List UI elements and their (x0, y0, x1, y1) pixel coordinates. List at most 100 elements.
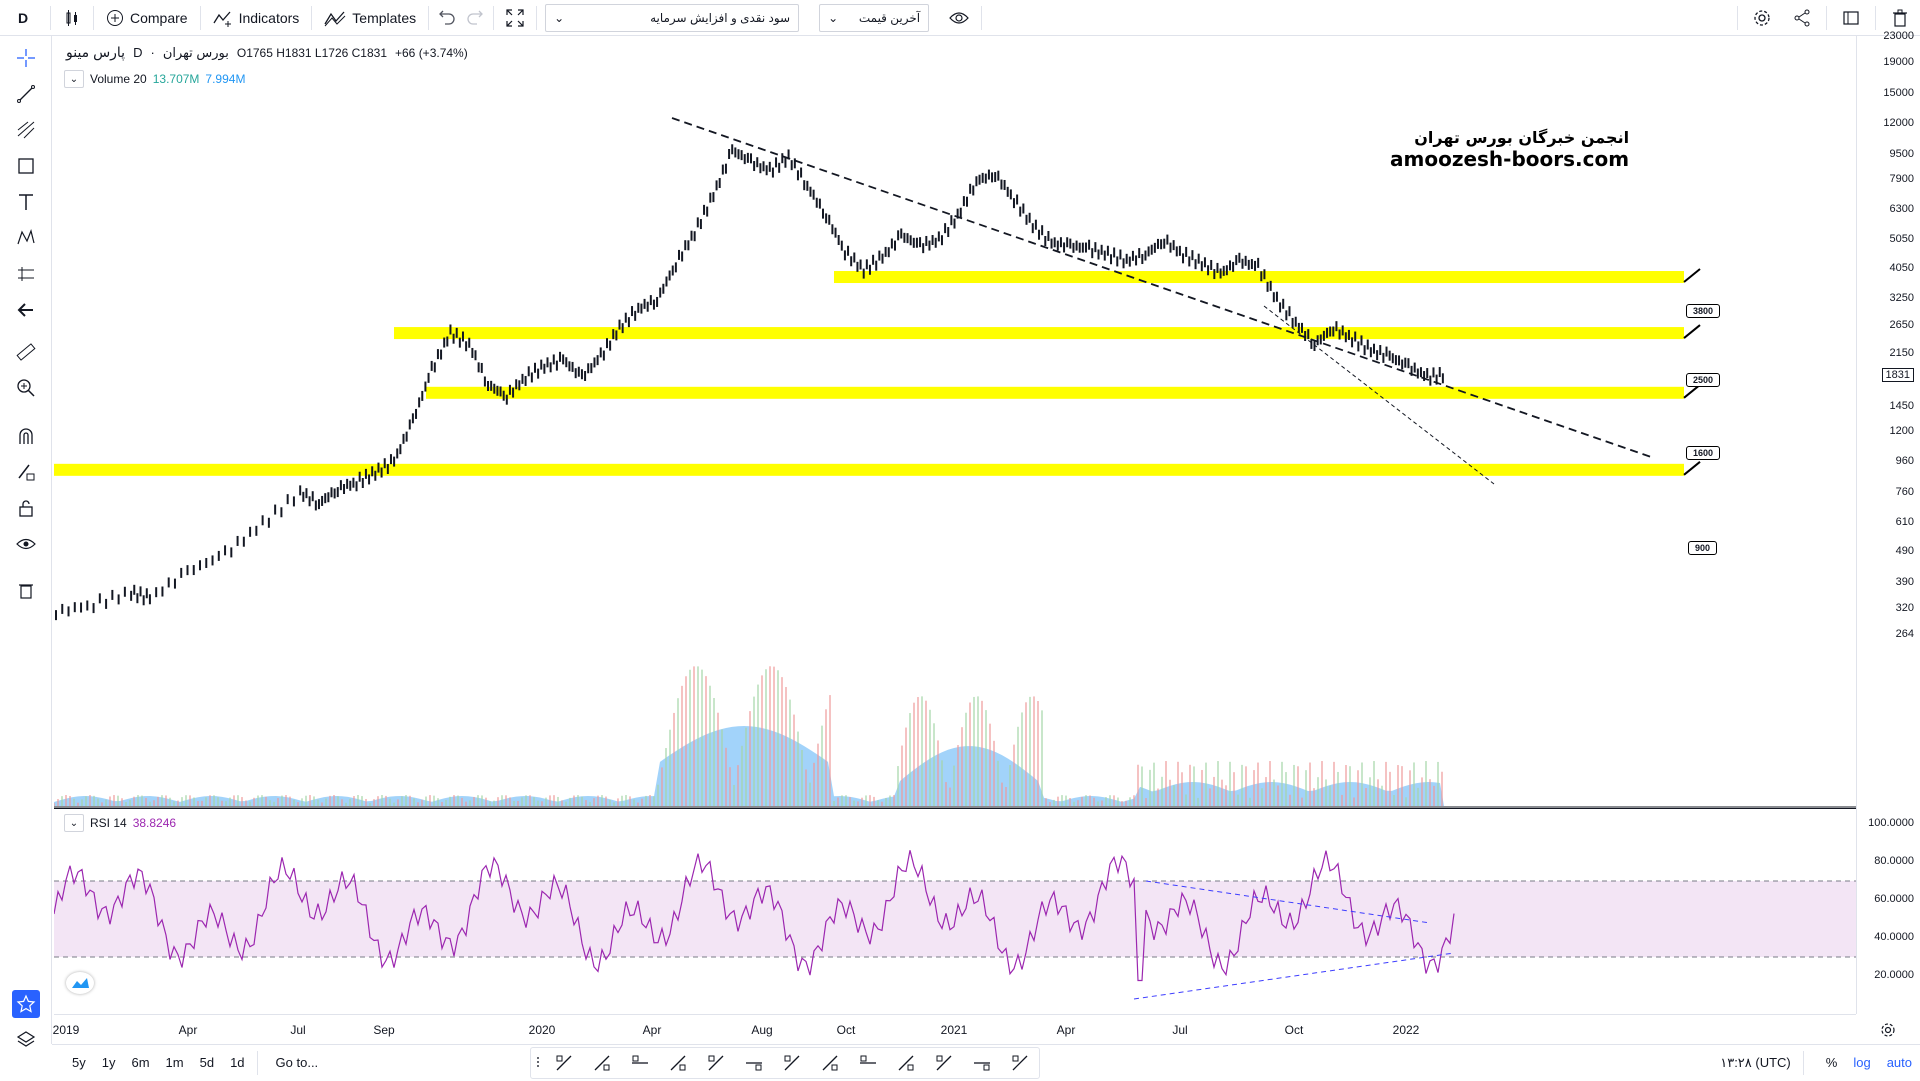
collapse-rsi-button[interactable]: ⌄ (64, 814, 84, 832)
rsi-lower-trendline[interactable] (1133, 952, 1455, 1000)
measure-tool[interactable] (12, 338, 40, 366)
crosshair-tool[interactable] (12, 44, 40, 72)
level-band-2500[interactable] (394, 327, 1684, 340)
price-tick: 12000 (1883, 117, 1914, 130)
fib-tool[interactable] (735, 1049, 773, 1077)
parallel-channel-tool[interactable] (697, 1049, 735, 1077)
time-tick: Apr (178, 1023, 198, 1037)
visibility-button[interactable] (941, 0, 977, 36)
clock-timezone[interactable]: ۱۳:۲۸ (UTC) (1720, 1054, 1791, 1070)
rectangle-tool[interactable] (811, 1049, 849, 1077)
trendline-tool[interactable] (545, 1049, 583, 1077)
level-band-3800[interactable] (834, 271, 1684, 284)
time-tick: Oct (1284, 1023, 1304, 1037)
magnet-tool[interactable] (12, 422, 40, 450)
zoom-tool[interactable] (12, 374, 40, 402)
level-label-900[interactable]: 900 (1688, 541, 1718, 555)
ohlc-values: O1765 H1831 L1726 C1831 (236, 45, 387, 60)
range-button-1d[interactable]: 1d (230, 1055, 245, 1070)
arrow-left-icon (17, 303, 33, 317)
time-scale[interactable]: 2019 Apr Jul Sep 2020 Apr Aug Oct 2021 Apr Jul Oct 2… (52, 1014, 1856, 1044)
time-tick: 2019 (52, 1023, 80, 1037)
price-tick: 9500 (1889, 148, 1914, 161)
object-tree-tool[interactable] (12, 1026, 40, 1054)
range-button-1y[interactable]: 1y (101, 1055, 116, 1070)
compare-button[interactable]: Compare (98, 0, 196, 36)
divider (50, 5, 51, 30)
divider (256, 1050, 258, 1075)
main-chart-pane[interactable] (53, 36, 1856, 808)
back-tool[interactable] (12, 296, 40, 324)
pattern-tool[interactable] (12, 224, 40, 252)
rsi-legend: ⌄ RSI 14 38.8246 (64, 814, 176, 832)
price-type-select[interactable]: ⌄ آخرین قیمت (819, 3, 930, 32)
star-icon (16, 994, 36, 1013)
scale-settings-button[interactable] (1874, 1016, 1902, 1044)
pitchfork-tool[interactable] (773, 1049, 811, 1077)
symbol-name[interactable]: پارس مینو (66, 44, 126, 60)
price-tick: 1450 (1889, 399, 1914, 412)
descending-trendline[interactable] (671, 117, 1655, 459)
callout-tool[interactable] (925, 1049, 963, 1077)
settings-button[interactable] (1748, 4, 1776, 32)
collapse-legend-button[interactable]: ⌄ (64, 70, 84, 88)
lock-tool[interactable] (12, 494, 40, 522)
snapshot-button[interactable] (1837, 4, 1865, 32)
delete-button[interactable] (1886, 4, 1914, 32)
redo-button[interactable] (461, 0, 489, 36)
text-tool[interactable] (887, 1049, 925, 1077)
goto-button[interactable]: Go to... (275, 1055, 319, 1070)
price-scale[interactable]: 23000 19000 15000 12000 9500 7900 6300 5050 4050… (1856, 30, 1920, 1014)
fullscreen-button[interactable] (498, 0, 532, 36)
level-band-1600[interactable] (426, 386, 1684, 399)
range-button-1m[interactable]: 1m (165, 1055, 184, 1070)
price-chart-canvas[interactable] (53, 36, 1856, 808)
level-label-1600[interactable]: 1600 (1686, 446, 1721, 460)
indicators-button[interactable]: Indicators (205, 0, 308, 36)
volume-legend: ⌄ Volume 20 13.707M 7.994M (64, 70, 245, 88)
text-tool[interactable] (12, 188, 40, 216)
fib-icon (746, 1062, 762, 1071)
chart-type-button[interactable] (55, 0, 89, 36)
dividend-adjust-select[interactable]: ⌄ سود نقدی و افزایش سرمایه (545, 3, 800, 32)
measure-tool[interactable] (1001, 1049, 1039, 1077)
range-button-5y[interactable]: 5y (72, 1055, 86, 1070)
percent-toggle[interactable]: % (1825, 1055, 1838, 1070)
log-toggle[interactable]: log (1853, 1055, 1871, 1070)
rsi-upper-trendline[interactable] (1145, 880, 1431, 924)
ruler-tool[interactable] (963, 1049, 1001, 1077)
time-tick: Apr (1056, 1023, 1076, 1037)
range-button-6m[interactable]: 6m (131, 1055, 150, 1070)
share-button[interactable] (1788, 4, 1816, 32)
range-button-5d[interactable]: 5d (199, 1055, 215, 1070)
rsi-pane[interactable] (53, 808, 1856, 1015)
level-band-900[interactable] (54, 463, 1684, 476)
favorites-tool[interactable] (12, 990, 40, 1018)
horizontal-line-tool[interactable] (583, 1049, 621, 1077)
interval-label: D (17, 9, 29, 26)
trendline-tool[interactable] (12, 80, 40, 108)
shapes-tool[interactable] (12, 152, 40, 180)
path-tool[interactable] (849, 1049, 887, 1077)
horizontal-ray-tool[interactable] (621, 1049, 659, 1077)
interval-button[interactable]: D (0, 0, 46, 36)
hide-tool[interactable] (12, 530, 40, 558)
prediction-tool[interactable] (12, 260, 40, 288)
tradingview-logo[interactable] (66, 972, 94, 994)
level-label-2500[interactable]: 2500 (1686, 373, 1721, 387)
price-tick: 3250 (1889, 291, 1914, 304)
rsi-canvas[interactable] (53, 809, 1856, 1015)
trash-icon (19, 584, 33, 599)
fib-tool[interactable] (12, 116, 40, 144)
lock-drawing-tool[interactable] (12, 458, 40, 486)
undo-button[interactable] (433, 0, 461, 36)
drag-handle-tool[interactable] (531, 1049, 545, 1077)
auto-toggle[interactable]: auto (1886, 1055, 1912, 1070)
time-tick: Oct (836, 1023, 856, 1037)
arrow-tool[interactable] (659, 1049, 697, 1077)
level-pointer (1683, 461, 1701, 476)
floating-drawing-toolbar (530, 1047, 1040, 1079)
level-label-3800[interactable]: 3800 (1686, 304, 1721, 318)
templates-button[interactable]: Templates (316, 0, 424, 36)
remove-drawings-tool[interactable] (12, 576, 40, 604)
